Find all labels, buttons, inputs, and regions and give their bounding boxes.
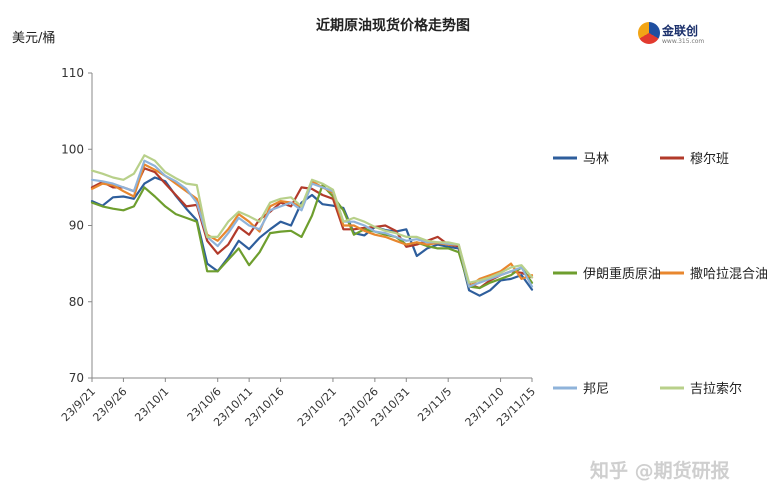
brand-logo: 金联创 www.315.com bbox=[638, 18, 718, 48]
series-line-6 bbox=[90, 154, 534, 284]
legend-label-6: 吉拉索尔 bbox=[690, 382, 742, 397]
y-tick-label: 90 bbox=[69, 219, 84, 233]
x-tick-label: 23/11/5 bbox=[415, 385, 454, 424]
y-tick-label: 110 bbox=[61, 66, 84, 80]
brand-logo-icon bbox=[638, 22, 660, 44]
legend-label-4: 撒哈拉混合油 bbox=[690, 266, 768, 282]
y-tick-label: 80 bbox=[69, 295, 84, 309]
legend-label-5: 邦尼 bbox=[583, 382, 609, 397]
series-line-3 bbox=[90, 184, 534, 290]
y-tick-label: 100 bbox=[61, 142, 84, 156]
watermark-text: 知乎 @期货研报 bbox=[590, 460, 730, 482]
legend-label-3: 伊朗重质原油 bbox=[583, 266, 661, 282]
legend-label-1: 马林 bbox=[583, 152, 609, 167]
brand-logo-url: www.315.com bbox=[662, 38, 705, 45]
chart-title: 近期原油现货价格走势图 bbox=[316, 17, 470, 34]
x-tick-label: 23/9/21 bbox=[59, 385, 98, 424]
brand-logo-text: 金联创 bbox=[662, 24, 699, 38]
y-axis-label: 美元/桶 bbox=[12, 31, 55, 46]
x-tick-label: 23/10/1 bbox=[132, 385, 171, 424]
legend-label-2: 穆尔班 bbox=[690, 152, 729, 167]
y-tick-label: 70 bbox=[69, 371, 84, 385]
x-tick-label: 23/10/21 bbox=[295, 385, 339, 429]
x-tick-label: 23/9/26 bbox=[90, 385, 129, 424]
